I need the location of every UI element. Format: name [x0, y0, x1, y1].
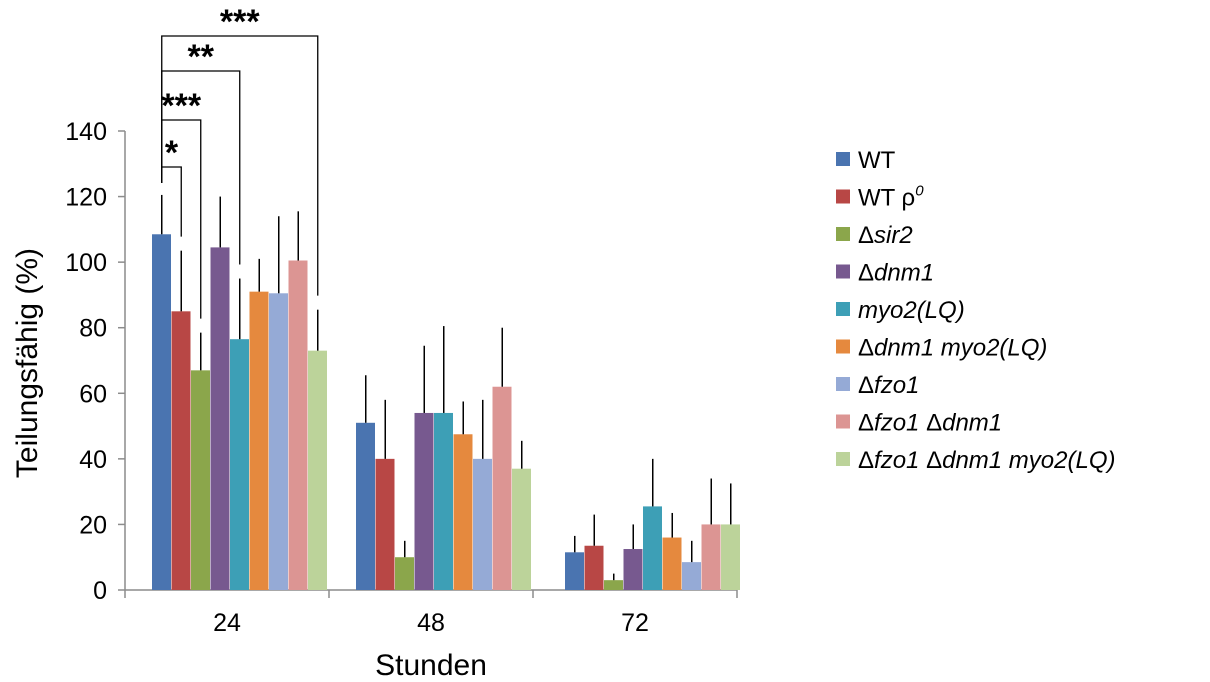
bar — [701, 524, 721, 590]
y-tick-label: 0 — [93, 577, 107, 605]
bar — [565, 552, 584, 590]
y-tick-label: 80 — [79, 315, 107, 343]
bar — [473, 458, 492, 590]
significance-annotations: ********* — [161, 3, 319, 319]
legend-label: Δfzo1 Δdnm1 myo2(LQ) — [858, 447, 1115, 474]
bar — [152, 234, 171, 590]
bar — [492, 386, 512, 590]
bar — [395, 557, 414, 590]
axes: 0 20 40 60 80 100 120 140 24 48 72 — [65, 118, 738, 637]
bar — [453, 434, 473, 590]
significance-bracket — [161, 35, 319, 296]
y-axis-title: Teilungsfähig (%) — [11, 248, 44, 478]
y-tick-label: 120 — [65, 184, 107, 212]
legend-swatch — [836, 152, 850, 166]
legend-swatch — [836, 452, 850, 466]
legend-swatch — [836, 377, 850, 391]
bar — [721, 524, 740, 590]
bar — [230, 339, 249, 590]
legend-label: Δfzo1 — [858, 372, 919, 399]
y-tick-label: 40 — [79, 446, 107, 474]
y-tick-label: 140 — [65, 118, 107, 146]
bar — [604, 580, 623, 590]
significance-bracket — [161, 166, 182, 237]
legend-label: Δsir2 — [858, 222, 913, 249]
legend-label: WT — [858, 147, 896, 174]
y-tick-label: 100 — [65, 249, 107, 277]
legend-swatch — [836, 302, 850, 316]
bar — [414, 412, 434, 590]
legend-label: Δdnm1 myo2(LQ) — [858, 335, 1047, 362]
legend-swatch — [836, 264, 850, 279]
y-tick-label: 60 — [79, 380, 107, 408]
legend-swatch — [836, 414, 850, 429]
bar — [210, 247, 230, 590]
significance-label: *** — [220, 3, 260, 41]
bar — [643, 506, 662, 590]
bar — [512, 468, 531, 590]
bar — [356, 422, 375, 590]
bar — [269, 293, 288, 590]
bar — [191, 370, 210, 590]
bar — [171, 311, 191, 590]
significance-label: * — [165, 134, 179, 172]
x-tick-label: 48 — [417, 609, 445, 637]
x-tick-label: 72 — [621, 609, 649, 637]
bar — [434, 412, 453, 590]
bar — [584, 545, 604, 590]
bar — [249, 291, 269, 590]
bar — [308, 350, 327, 590]
x-axis-title: Stunden — [375, 649, 487, 682]
legend-swatch — [836, 339, 850, 354]
legend-label: Δfzo1 Δdnm1 — [858, 410, 1002, 437]
y-tick-label: 20 — [79, 511, 107, 539]
bar — [682, 562, 701, 590]
bar — [623, 549, 643, 590]
bar — [662, 537, 682, 590]
x-tick-label: 24 — [213, 609, 241, 637]
legend-swatch — [836, 189, 850, 204]
bars — [152, 194, 740, 590]
legend-label: Δdnm1 — [858, 260, 934, 287]
significance-label: *** — [161, 87, 201, 125]
legend: WT WT ρ0 Δsir2 Δdnm1 myo2(LQ) Δdnm1 myo2(LQ) Δ… — [836, 147, 1115, 474]
legend-swatch — [836, 227, 850, 241]
significance-label: ** — [188, 38, 215, 76]
legend-label: WT ρ0 — [858, 183, 924, 212]
bar — [288, 260, 308, 590]
bar — [375, 458, 395, 590]
legend-label: myo2(LQ) — [858, 297, 965, 324]
